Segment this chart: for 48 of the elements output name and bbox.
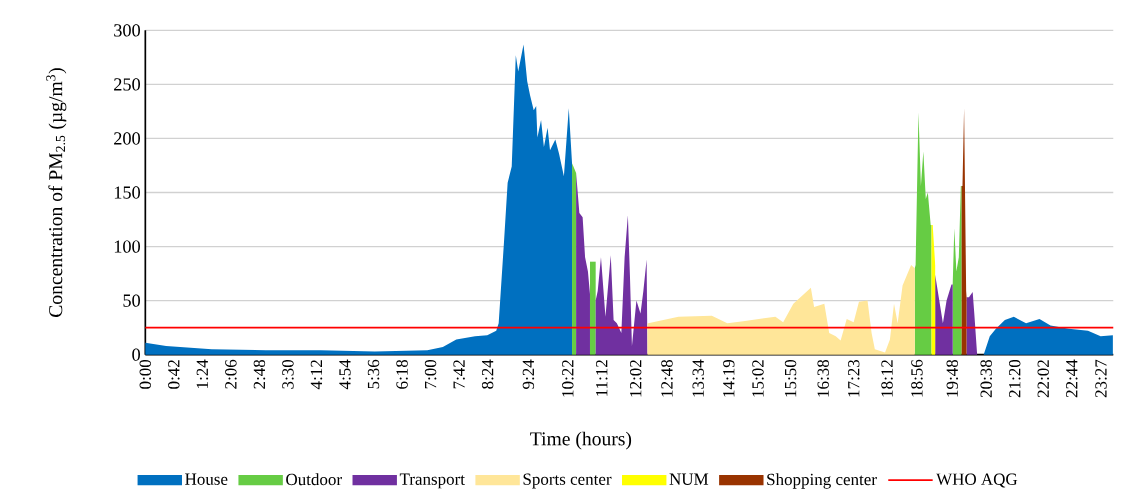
x-tick-label: 15:50 [784, 360, 797, 397]
x-tick-label: 23:27 [1095, 359, 1107, 398]
y-tick-label: 0 [132, 348, 141, 361]
x-tick-label: 4:54 [339, 359, 351, 390]
legend-label: WHO AQG [936, 473, 1018, 488]
x-tick-label: 4:12 [310, 360, 323, 390]
x-tick-label: 2:06 [225, 359, 237, 389]
y-tick-label: 250 [114, 78, 141, 91]
x-tick-label: 7:00 [424, 360, 437, 389]
x-tick-label: 22:02 [1037, 360, 1050, 398]
x-tick-label: 5:36 [367, 359, 380, 389]
legend-label: House [185, 473, 228, 485]
x-tick-label: 12:02 [629, 360, 642, 397]
x-tick-label: 3:30 [282, 360, 294, 389]
x-tick-label: 14:19 [723, 360, 735, 397]
x-tick-label: 20:38 [980, 360, 993, 398]
x-tick-label: 17:23 [848, 360, 860, 397]
x-tick-label: 0:00 [139, 360, 152, 389]
legend-label: Shopping center [767, 473, 877, 489]
x-tick-label: 12:48 [661, 360, 673, 397]
x-tick-label: 7:42 [453, 360, 465, 389]
x-tick-label: 15:02 [752, 360, 764, 397]
x-tick-label: 2:48 [253, 360, 266, 389]
legend-label: Outdoor [286, 473, 342, 486]
x-tick-label: 10:22 [562, 360, 574, 397]
x-tick-label: 19:48 [946, 360, 959, 397]
x-tick-label: 16:38 [817, 360, 829, 397]
y-tick-label: 50 [123, 294, 141, 307]
x-tick-label: 13:34 [692, 359, 704, 397]
legend-label: NUM [669, 473, 709, 485]
legend-label: Transport [399, 473, 465, 489]
y-axis-title: Concentration of PM$_{2.5}$ (µg/m$^{3}$) [46, 68, 67, 318]
x-axis-title: Time (hours) [530, 431, 632, 450]
x-tick-label: 21:20 [1009, 360, 1021, 398]
x-tick-label: 18:12 [881, 360, 893, 397]
x-tick-label: 18:56 [911, 359, 923, 397]
x-tick-label: 0:42 [168, 360, 180, 389]
x-tick-label: 22:44 [1066, 359, 1078, 398]
y-tick-label: 100 [114, 240, 141, 253]
y-tick-label: 200 [114, 132, 141, 145]
x-tick-label: 8:24 [481, 359, 494, 389]
y-tick-label: 150 [114, 186, 141, 199]
x-tick-label: 9:24 [522, 359, 535, 390]
y-tick-label: 300 [114, 24, 141, 37]
x-tick-label: 1:24 [196, 359, 209, 389]
x-tick-label: 6:18 [396, 360, 408, 389]
x-tick-label: 11:12 [596, 360, 608, 396]
legend-label: Sports center [523, 473, 612, 489]
